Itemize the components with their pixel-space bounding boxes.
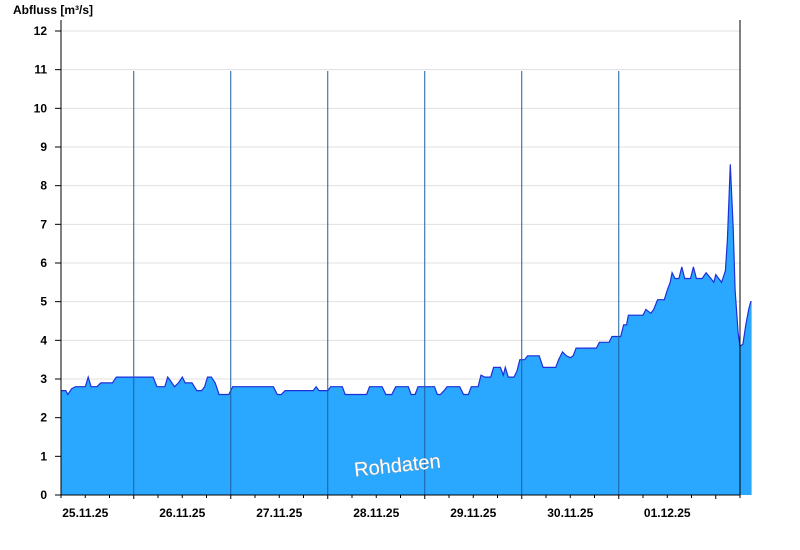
y-tick-label: 8 <box>40 179 47 193</box>
y-tick-label: 12 <box>34 24 48 38</box>
day-dividers <box>133 71 620 495</box>
x-tick-label: 29.11.25 <box>450 506 496 520</box>
x-ticks: 25.11.25 26.11.25 27.11.25 28.11.25 29.11.25… <box>60 495 741 520</box>
y-tick-label: 11 <box>34 63 47 77</box>
x-tick-label: 27.11.25 <box>256 506 302 520</box>
y-tick-label: 4 <box>40 333 47 347</box>
y-tick-label: 0 <box>40 488 47 502</box>
x-tick-label: 25.11.25 <box>62 506 108 520</box>
y-tick-label: 6 <box>40 256 47 270</box>
y-tick-label: 7 <box>40 217 47 231</box>
series-area <box>61 164 752 495</box>
y-tick-label: 1 <box>40 449 47 463</box>
data-area <box>61 164 752 495</box>
x-tick-label: 30.11.25 <box>547 506 593 520</box>
y-tick-label: 2 <box>40 411 47 425</box>
series-line <box>61 164 752 396</box>
y-tick-label: 10 <box>34 101 48 115</box>
y-axis-title: Abfluss [m³/s] <box>13 3 93 17</box>
x-tick-label: 01.12.25 <box>644 506 691 520</box>
y-tick-label: 9 <box>40 140 47 154</box>
y-tick-label: 5 <box>40 295 47 309</box>
x-tick-label: 28.11.25 <box>353 506 399 520</box>
y-tick-label: 3 <box>40 372 47 386</box>
x-tick-label: 26.11.25 <box>159 506 205 520</box>
